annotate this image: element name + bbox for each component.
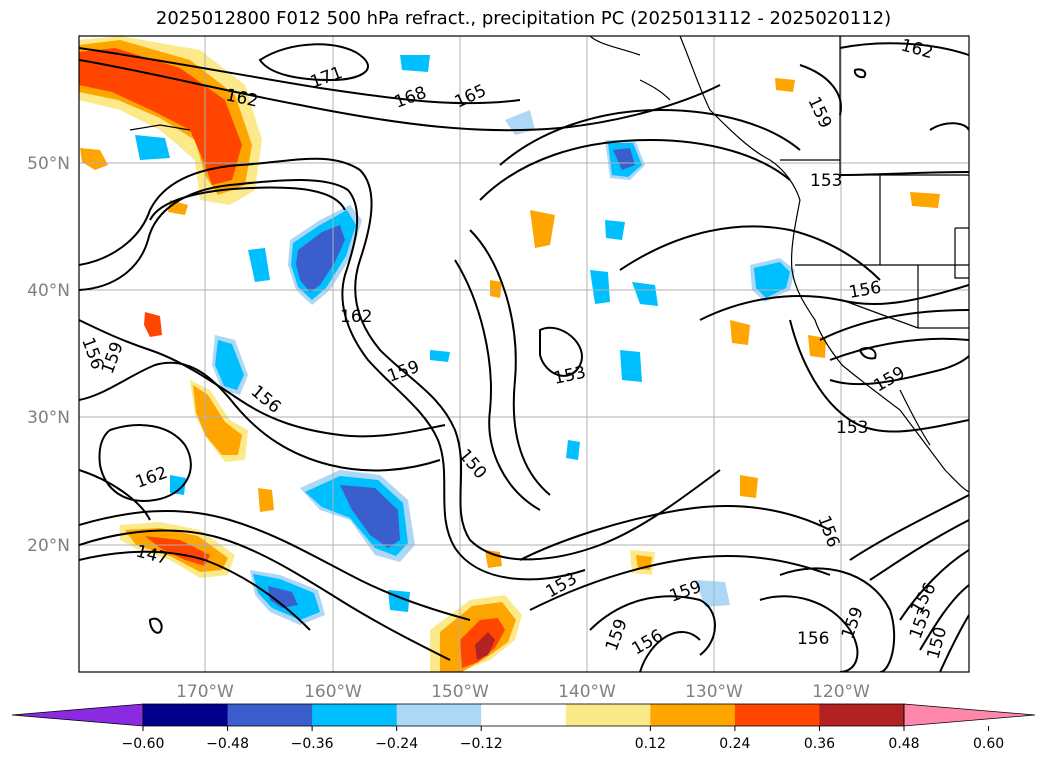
colorbar-tick-label: −0.12 — [460, 736, 503, 752]
colorbar-tick-label: −0.24 — [375, 736, 418, 752]
map-border — [78, 35, 970, 673]
colorbar-segment — [396, 704, 482, 726]
lat-tick-label: 40°N — [27, 281, 70, 301]
colorbar-segment — [227, 704, 313, 726]
colorbar-extend-low — [11, 703, 144, 727]
colorbar-segment — [312, 704, 398, 726]
lat-tick-label: 20°N — [27, 536, 70, 556]
colorbar-segment — [819, 704, 905, 726]
lon-tick-label: 160°W — [304, 682, 362, 702]
colorbar-tick-label: 0.60 — [973, 736, 1004, 752]
lon-tick-label: 120°W — [812, 682, 870, 702]
map-content: 162 171 168 165 162 159 153 162 159 153 … — [79, 36, 969, 672]
contour-label: 156 — [797, 629, 829, 649]
contour-label: 153 — [836, 418, 868, 438]
colorbar: −0.60 −0.48 −0.36 −0.24 −0.12 0.12 0.24 0.36 0.4… — [11, 703, 1036, 752]
colorbar-tick-label: −0.48 — [206, 736, 249, 752]
lat-tick-label: 50°N — [27, 154, 70, 174]
colorbar-segment — [481, 704, 567, 726]
lon-tick-label: 130°W — [685, 682, 743, 702]
colorbar-segment — [650, 704, 736, 726]
lat-tick-label: 30°N — [27, 408, 70, 428]
lon-tick-label: 140°W — [558, 682, 616, 702]
refractivity-contours — [79, 42, 969, 672]
colorbar-extend-high — [903, 703, 1036, 727]
map-grid — [79, 36, 969, 672]
coastlines — [129, 36, 969, 493]
colorbar-tick-label: −0.36 — [291, 736, 334, 752]
contour-label: 162 — [340, 307, 372, 327]
lon-tick-label: 150°W — [431, 682, 489, 702]
longitude-ticks: 170°W 160°W 150°W 140°W 130°W 120°W — [176, 682, 870, 702]
chart-title: 2025012800 F012 500 hPa refract., precip… — [155, 8, 892, 29]
colorbar-tick-label: 0.36 — [804, 736, 835, 752]
colorbar-segment — [143, 704, 229, 726]
lon-tick-label: 170°W — [176, 682, 234, 702]
colorbar-tick-label: 0.24 — [719, 736, 750, 752]
contour-label: 153 — [810, 171, 842, 191]
colorbar-segment — [734, 704, 820, 726]
colorbar-tick-label: 0.48 — [888, 736, 919, 752]
colorbar-segment — [565, 704, 651, 726]
colorbar-tick-label: 0.12 — [635, 736, 666, 752]
latitude-ticks: 50°N 40°N 30°N 20°N — [27, 154, 70, 556]
colorbar-tick-label: −0.60 — [122, 736, 165, 752]
colorbar-border — [142, 703, 905, 727]
